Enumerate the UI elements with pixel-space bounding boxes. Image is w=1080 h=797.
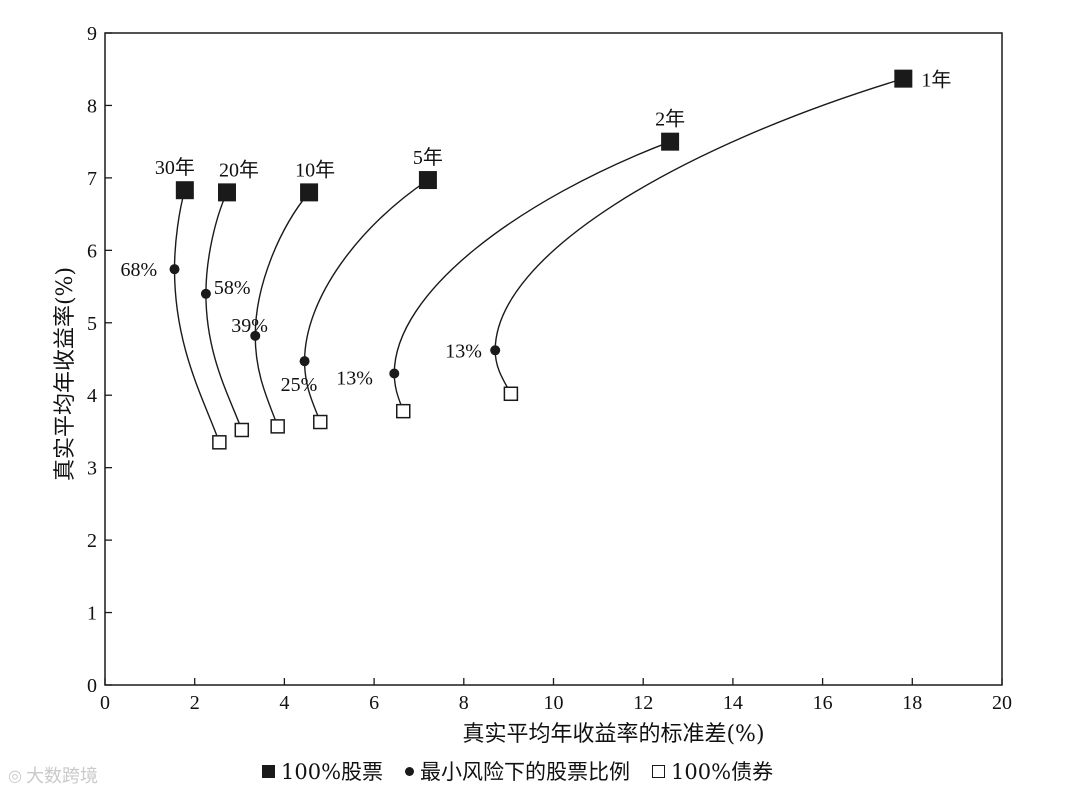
min-risk-label: 13% — [336, 367, 373, 389]
y-tick-label: 1 — [87, 603, 97, 625]
dot-icon — [405, 766, 415, 776]
frontier-curve — [205, 192, 243, 431]
bonds-marker — [234, 422, 250, 438]
y-tick-label: 8 — [87, 95, 97, 117]
y-tick-label: 0 — [87, 675, 97, 697]
min-risk-label: 58% — [214, 277, 251, 299]
stocks-marker — [661, 132, 680, 151]
x-tick-label: 18 — [902, 692, 922, 714]
x-tick-label: 10 — [544, 692, 564, 714]
data-marks — [169, 69, 913, 450]
stocks-marker — [894, 69, 913, 88]
y-tick-label: 4 — [87, 385, 97, 407]
x-tick-label: 14 — [723, 692, 743, 714]
min-risk-marker — [490, 345, 501, 356]
stocks-marker — [217, 183, 236, 202]
horizon-label: 5年 — [413, 146, 443, 169]
x-tick-label: 6 — [369, 692, 379, 714]
plot-frame — [104, 32, 1003, 686]
y-tick-label: 9 — [87, 23, 97, 45]
y-tick-label: 5 — [87, 313, 97, 335]
y-axis-title: 真实平均年收益率(%) — [53, 267, 78, 481]
frontier-curve — [393, 141, 671, 412]
open-square-icon — [652, 764, 666, 778]
weibo-icon: ◎ — [8, 765, 22, 785]
min-risk-label: 68% — [121, 259, 158, 281]
x-tick-label: 0 — [100, 692, 110, 714]
x-tick-label: 20 — [992, 692, 1012, 714]
y-tick-label: 6 — [87, 240, 97, 262]
y-tick-label: 3 — [87, 458, 97, 480]
frontier-curve — [494, 77, 904, 395]
min-risk-label: 13% — [445, 340, 482, 362]
min-risk-label: 25% — [281, 374, 318, 396]
x-axis-title: 真实平均年收益率的标准差(%) — [462, 722, 764, 747]
min-risk-marker — [299, 356, 310, 367]
x-tick-label: 2 — [190, 692, 200, 714]
point-labels: 1年 13% 2年 13% 5年 25% 10年 39% 20年 58% 30年 68% — [121, 69, 952, 397]
y-tick-label: 7 — [87, 168, 97, 190]
min-risk-marker — [250, 330, 261, 341]
legend: 100%股票 最小风险下的股票比例 100%债券 — [262, 756, 773, 786]
legend-label-min-risk: 最小风险下的股票比例 — [420, 760, 631, 784]
min-risk-marker — [200, 288, 211, 299]
legend-label-bonds: 100%债券 — [671, 760, 774, 784]
chart-canvas: 0 2 4 6 8 10 12 14 16 18 200123456789真实平均年收益率的标准差(… — [53, 23, 1012, 747]
bonds-marker — [313, 414, 328, 430]
stocks-marker — [418, 171, 437, 190]
x-tick-label: 16 — [813, 692, 833, 714]
x-tick-label: 12 — [633, 692, 653, 714]
stocks-marker — [175, 181, 194, 200]
horizon-label: 10年 — [295, 158, 335, 181]
horizon-label: 30年 — [155, 156, 195, 179]
frontier-curves — [173, 77, 904, 443]
watermark-text: 大数跨境 — [25, 766, 98, 787]
legend-item-stocks: 100%股票 — [262, 756, 383, 786]
horizon-label: 1年 — [921, 69, 951, 92]
bonds-marker — [212, 435, 227, 450]
filled-square-icon — [262, 764, 275, 778]
frontier-curve — [173, 190, 221, 443]
x-tick-label: 4 — [279, 692, 289, 714]
axes: 0 2 4 6 8 10 12 14 16 18 200123456789真实平均年收益率的标准差(… — [53, 23, 1012, 747]
legend-item-bonds: 100%债券 — [652, 756, 773, 786]
frontier-curve — [254, 191, 310, 427]
frontier-curve — [303, 179, 429, 423]
min-risk-marker — [389, 368, 400, 379]
bonds-marker — [270, 419, 285, 434]
y-tick-label: 2 — [87, 530, 97, 552]
x-tick-label: 8 — [459, 692, 469, 714]
watermark: ◎ 大数跨境 — [8, 762, 98, 788]
stocks-marker — [300, 183, 319, 202]
bonds-marker — [503, 386, 519, 402]
min-risk-label: 39% — [231, 315, 268, 337]
horizon-label: 20年 — [219, 158, 259, 181]
legend-item-min-risk: 最小风险下的股票比例 — [405, 756, 630, 786]
min-risk-marker — [169, 264, 180, 275]
legend-label-stocks: 100%股票 — [281, 760, 384, 784]
horizon-label: 2年 — [655, 108, 685, 131]
bonds-marker — [396, 403, 411, 419]
